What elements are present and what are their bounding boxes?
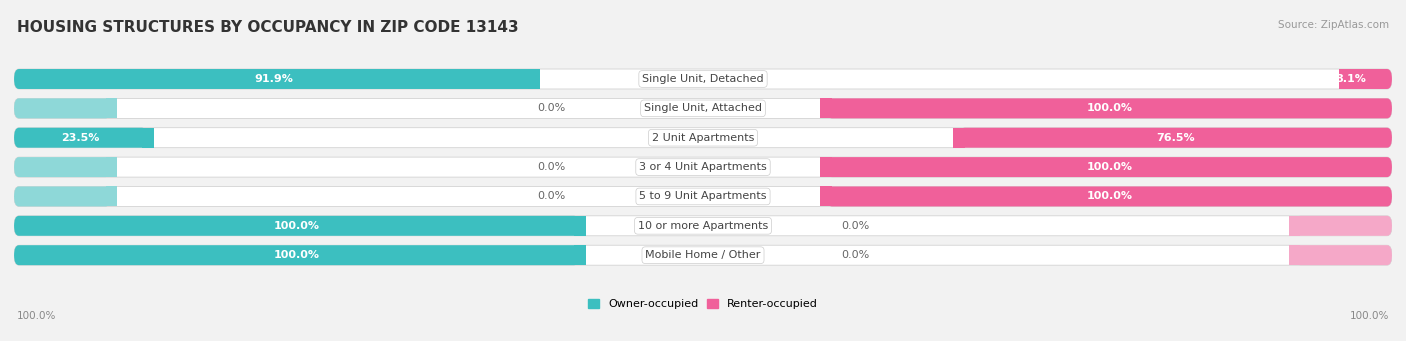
FancyBboxPatch shape (1346, 69, 1392, 89)
FancyBboxPatch shape (14, 157, 111, 177)
Text: 0.0%: 0.0% (841, 221, 869, 231)
FancyBboxPatch shape (1295, 216, 1392, 236)
Text: 76.5%: 76.5% (1157, 133, 1195, 143)
Text: 0.0%: 0.0% (537, 191, 565, 202)
Bar (574, 216, 586, 236)
Bar (820, 157, 832, 177)
FancyBboxPatch shape (14, 98, 111, 118)
Text: 100.0%: 100.0% (1087, 191, 1132, 202)
FancyBboxPatch shape (14, 128, 146, 148)
FancyBboxPatch shape (14, 128, 1392, 148)
Text: HOUSING STRUCTURES BY OCCUPANCY IN ZIP CODE 13143: HOUSING STRUCTURES BY OCCUPANCY IN ZIP C… (17, 20, 519, 35)
Text: 3 or 4 Unit Apartments: 3 or 4 Unit Apartments (640, 162, 766, 172)
Text: 2 Unit Apartments: 2 Unit Apartments (652, 133, 754, 143)
FancyBboxPatch shape (827, 98, 1392, 118)
Text: 100.0%: 100.0% (274, 221, 319, 231)
FancyBboxPatch shape (1295, 245, 1392, 265)
Text: 5 to 9 Unit Apartments: 5 to 9 Unit Apartments (640, 191, 766, 202)
Text: Single Unit, Detached: Single Unit, Detached (643, 74, 763, 84)
Legend: Owner-occupied, Renter-occupied: Owner-occupied, Renter-occupied (583, 295, 823, 314)
Text: 8.1%: 8.1% (1336, 74, 1367, 84)
FancyBboxPatch shape (14, 187, 1392, 206)
Bar (105, 187, 118, 206)
Text: 100.0%: 100.0% (1350, 311, 1389, 321)
Text: 0.0%: 0.0% (537, 162, 565, 172)
FancyBboxPatch shape (14, 98, 1392, 118)
FancyBboxPatch shape (14, 216, 579, 236)
FancyBboxPatch shape (827, 187, 1392, 206)
FancyBboxPatch shape (14, 216, 1392, 236)
FancyBboxPatch shape (14, 69, 533, 89)
Bar (105, 98, 118, 118)
Text: 0.0%: 0.0% (537, 103, 565, 113)
FancyBboxPatch shape (14, 245, 1392, 265)
Text: Single Unit, Attached: Single Unit, Attached (644, 103, 762, 113)
Text: 91.9%: 91.9% (254, 74, 292, 84)
Text: 10 or more Apartments: 10 or more Apartments (638, 221, 768, 231)
FancyBboxPatch shape (14, 157, 1392, 177)
Bar (1289, 216, 1301, 236)
FancyBboxPatch shape (14, 245, 579, 265)
Bar (820, 98, 832, 118)
Bar (529, 69, 540, 89)
Bar (820, 187, 832, 206)
Text: Mobile Home / Other: Mobile Home / Other (645, 250, 761, 260)
Text: 0.0%: 0.0% (841, 250, 869, 260)
FancyBboxPatch shape (827, 157, 1392, 177)
Text: 100.0%: 100.0% (1087, 162, 1132, 172)
Bar (1289, 245, 1301, 265)
FancyBboxPatch shape (960, 128, 1392, 148)
FancyBboxPatch shape (14, 69, 1392, 89)
Text: Source: ZipAtlas.com: Source: ZipAtlas.com (1278, 20, 1389, 30)
Text: 23.5%: 23.5% (62, 133, 100, 143)
Text: 100.0%: 100.0% (1087, 103, 1132, 113)
Bar (1340, 69, 1351, 89)
Text: 100.0%: 100.0% (274, 250, 319, 260)
Text: 100.0%: 100.0% (17, 311, 56, 321)
Bar (953, 128, 965, 148)
Bar (142, 128, 153, 148)
FancyBboxPatch shape (14, 187, 111, 206)
Bar (105, 157, 118, 177)
Bar (574, 245, 586, 265)
